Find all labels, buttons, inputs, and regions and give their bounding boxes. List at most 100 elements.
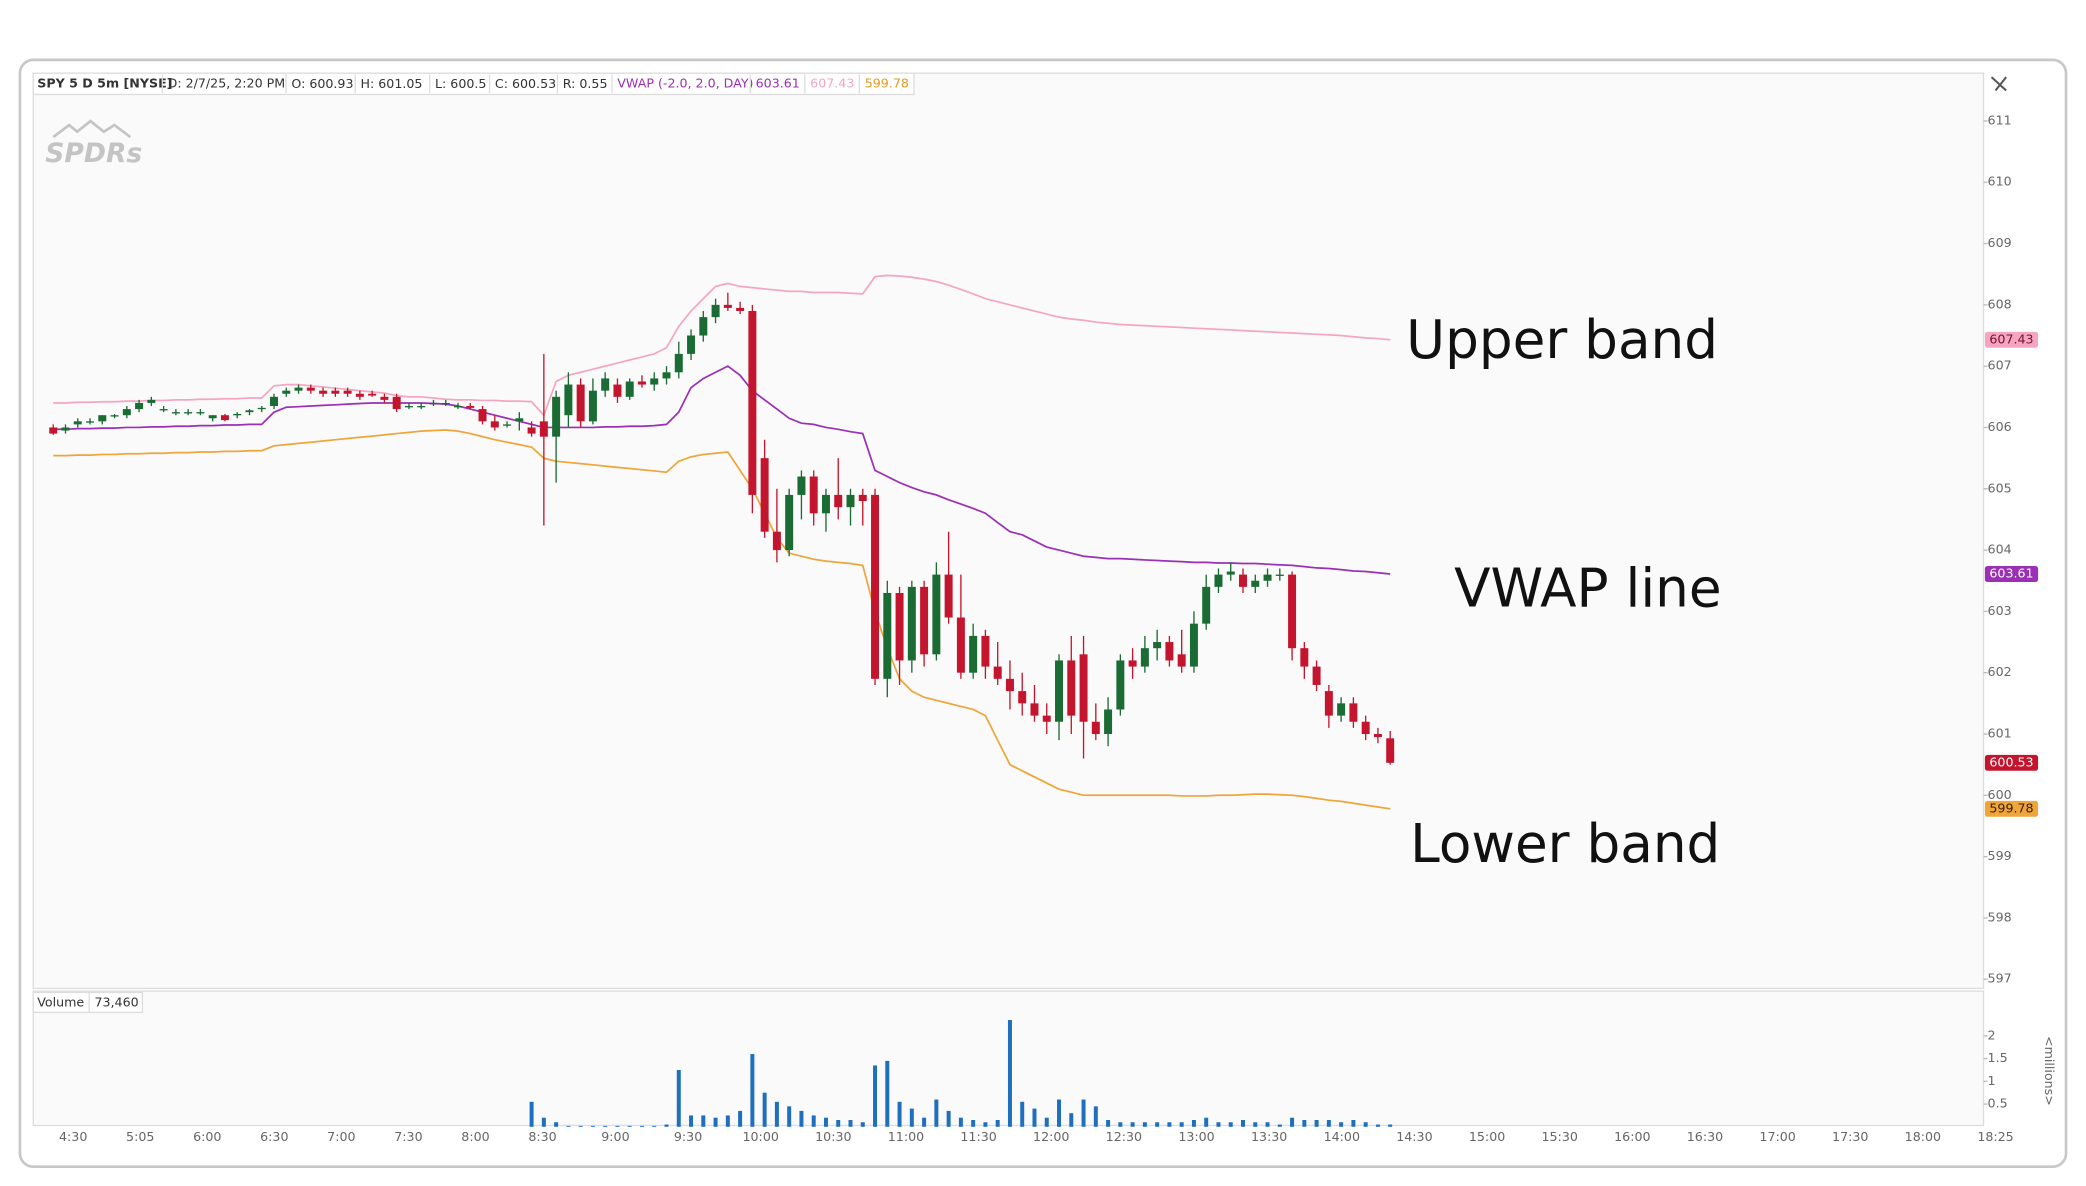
candle-body xyxy=(576,384,585,422)
annotation: VWAP line xyxy=(1454,558,1722,620)
candle-body xyxy=(135,402,144,410)
candle-body xyxy=(1251,580,1260,587)
candle-body xyxy=(478,409,487,422)
volume-bar xyxy=(873,1065,878,1127)
candle-body xyxy=(625,381,634,397)
volume-bar xyxy=(639,1125,644,1127)
candle-body xyxy=(184,412,193,414)
price-tag xyxy=(1984,566,2039,582)
label: R: xyxy=(563,75,576,90)
candle-body xyxy=(73,421,82,425)
y-tick-label: 602 xyxy=(1988,664,2012,679)
candle-body xyxy=(270,396,279,407)
header-separators xyxy=(161,74,861,94)
volume-bar xyxy=(1204,1117,1209,1127)
candle-body xyxy=(1128,660,1137,667)
candle-body xyxy=(220,415,229,421)
candle-body xyxy=(1030,703,1039,716)
candle-body xyxy=(159,409,168,411)
x-tick-label: 14:00 xyxy=(1324,1129,1360,1144)
volume-bar xyxy=(1130,1122,1135,1127)
volume-tick-label: 2 xyxy=(1988,1027,1996,1042)
annotation: Upper band xyxy=(1406,309,1718,371)
volume-bar xyxy=(1069,1113,1074,1127)
volume-bar xyxy=(1106,1119,1111,1127)
y-tick-label: 607 xyxy=(1988,358,2012,373)
low-field: L: 600.5 xyxy=(435,75,486,90)
candle-body xyxy=(1153,642,1162,649)
settings-icon[interactable] xyxy=(1990,76,2007,92)
candle-body xyxy=(86,421,95,423)
volume-bar xyxy=(1142,1122,1147,1127)
candle-body xyxy=(748,310,757,495)
candle-body xyxy=(809,476,818,514)
candle-body xyxy=(1349,703,1358,722)
candle-body xyxy=(1288,574,1297,649)
volume-bar xyxy=(799,1110,804,1127)
y-tick-label: 610 xyxy=(1988,174,2012,189)
candle-body xyxy=(490,421,499,428)
volume-bar xyxy=(664,1124,669,1127)
date: D: 2/7/25, 2:20 PM xyxy=(168,75,286,90)
candle-body xyxy=(527,427,536,434)
candle-body xyxy=(1214,574,1223,587)
candle-body xyxy=(245,410,254,413)
candle-body xyxy=(674,353,683,373)
annotation: Lower band xyxy=(1410,813,1720,875)
volume-bar xyxy=(836,1119,841,1127)
volume-bar xyxy=(762,1092,767,1127)
logo-text: SPDRs xyxy=(45,138,142,169)
volume-bar xyxy=(1277,1124,1282,1127)
candle-body xyxy=(736,307,745,311)
candle-body xyxy=(760,458,769,532)
candle-body xyxy=(1275,574,1284,576)
volume-bar xyxy=(1179,1122,1184,1127)
candle-body xyxy=(61,427,70,431)
candle-body xyxy=(466,406,475,408)
candle-body xyxy=(319,390,328,394)
candle-body xyxy=(208,415,217,419)
x-tick-label: 6:30 xyxy=(260,1129,288,1144)
volume-bar xyxy=(725,1115,730,1127)
candle-body xyxy=(834,494,843,508)
candle-body xyxy=(515,418,524,422)
candle-body xyxy=(564,384,573,416)
candle-body xyxy=(846,494,855,508)
x-tick-label: 12:30 xyxy=(1106,1129,1142,1144)
value: 600.5 xyxy=(450,75,486,90)
volume-bar xyxy=(713,1117,718,1127)
x-tick-label: 17:00 xyxy=(1759,1129,1795,1144)
label: C: xyxy=(495,75,508,90)
volume-bar xyxy=(1302,1119,1307,1127)
y-tick-label: 603 xyxy=(1988,603,2012,618)
volume-last: 73,460 xyxy=(94,995,138,1010)
candle-body xyxy=(1373,734,1382,738)
price-tag-label: 607.43 xyxy=(1989,331,2033,346)
candle-body xyxy=(601,378,610,391)
candle-body xyxy=(110,415,119,417)
candle-body xyxy=(723,304,732,308)
volume-bar xyxy=(676,1069,681,1127)
candle-body xyxy=(1239,574,1247,587)
candle-body xyxy=(1337,703,1346,716)
volume-bar xyxy=(958,1117,963,1127)
candle-body xyxy=(797,476,806,495)
volume-bar xyxy=(738,1110,743,1127)
candle-body xyxy=(343,390,352,394)
candle-body xyxy=(637,381,646,385)
volume-bar xyxy=(590,1125,595,1127)
x-tick-label: 12:00 xyxy=(1033,1129,1069,1144)
x-tick-label: 13:00 xyxy=(1178,1129,1214,1144)
volume-bar xyxy=(701,1115,706,1127)
x-tick-label: 10:30 xyxy=(815,1129,851,1144)
logo: SPDRs xyxy=(45,119,142,169)
candle-body xyxy=(944,574,953,618)
candle-body xyxy=(932,574,941,655)
candle-body xyxy=(1067,660,1076,716)
volume-bar xyxy=(1007,1019,1012,1127)
volume-bar xyxy=(578,1125,583,1127)
x-tick-label: 15:00 xyxy=(1469,1129,1505,1144)
x-tick-label: 16:00 xyxy=(1614,1129,1650,1144)
candle-body xyxy=(613,384,622,397)
